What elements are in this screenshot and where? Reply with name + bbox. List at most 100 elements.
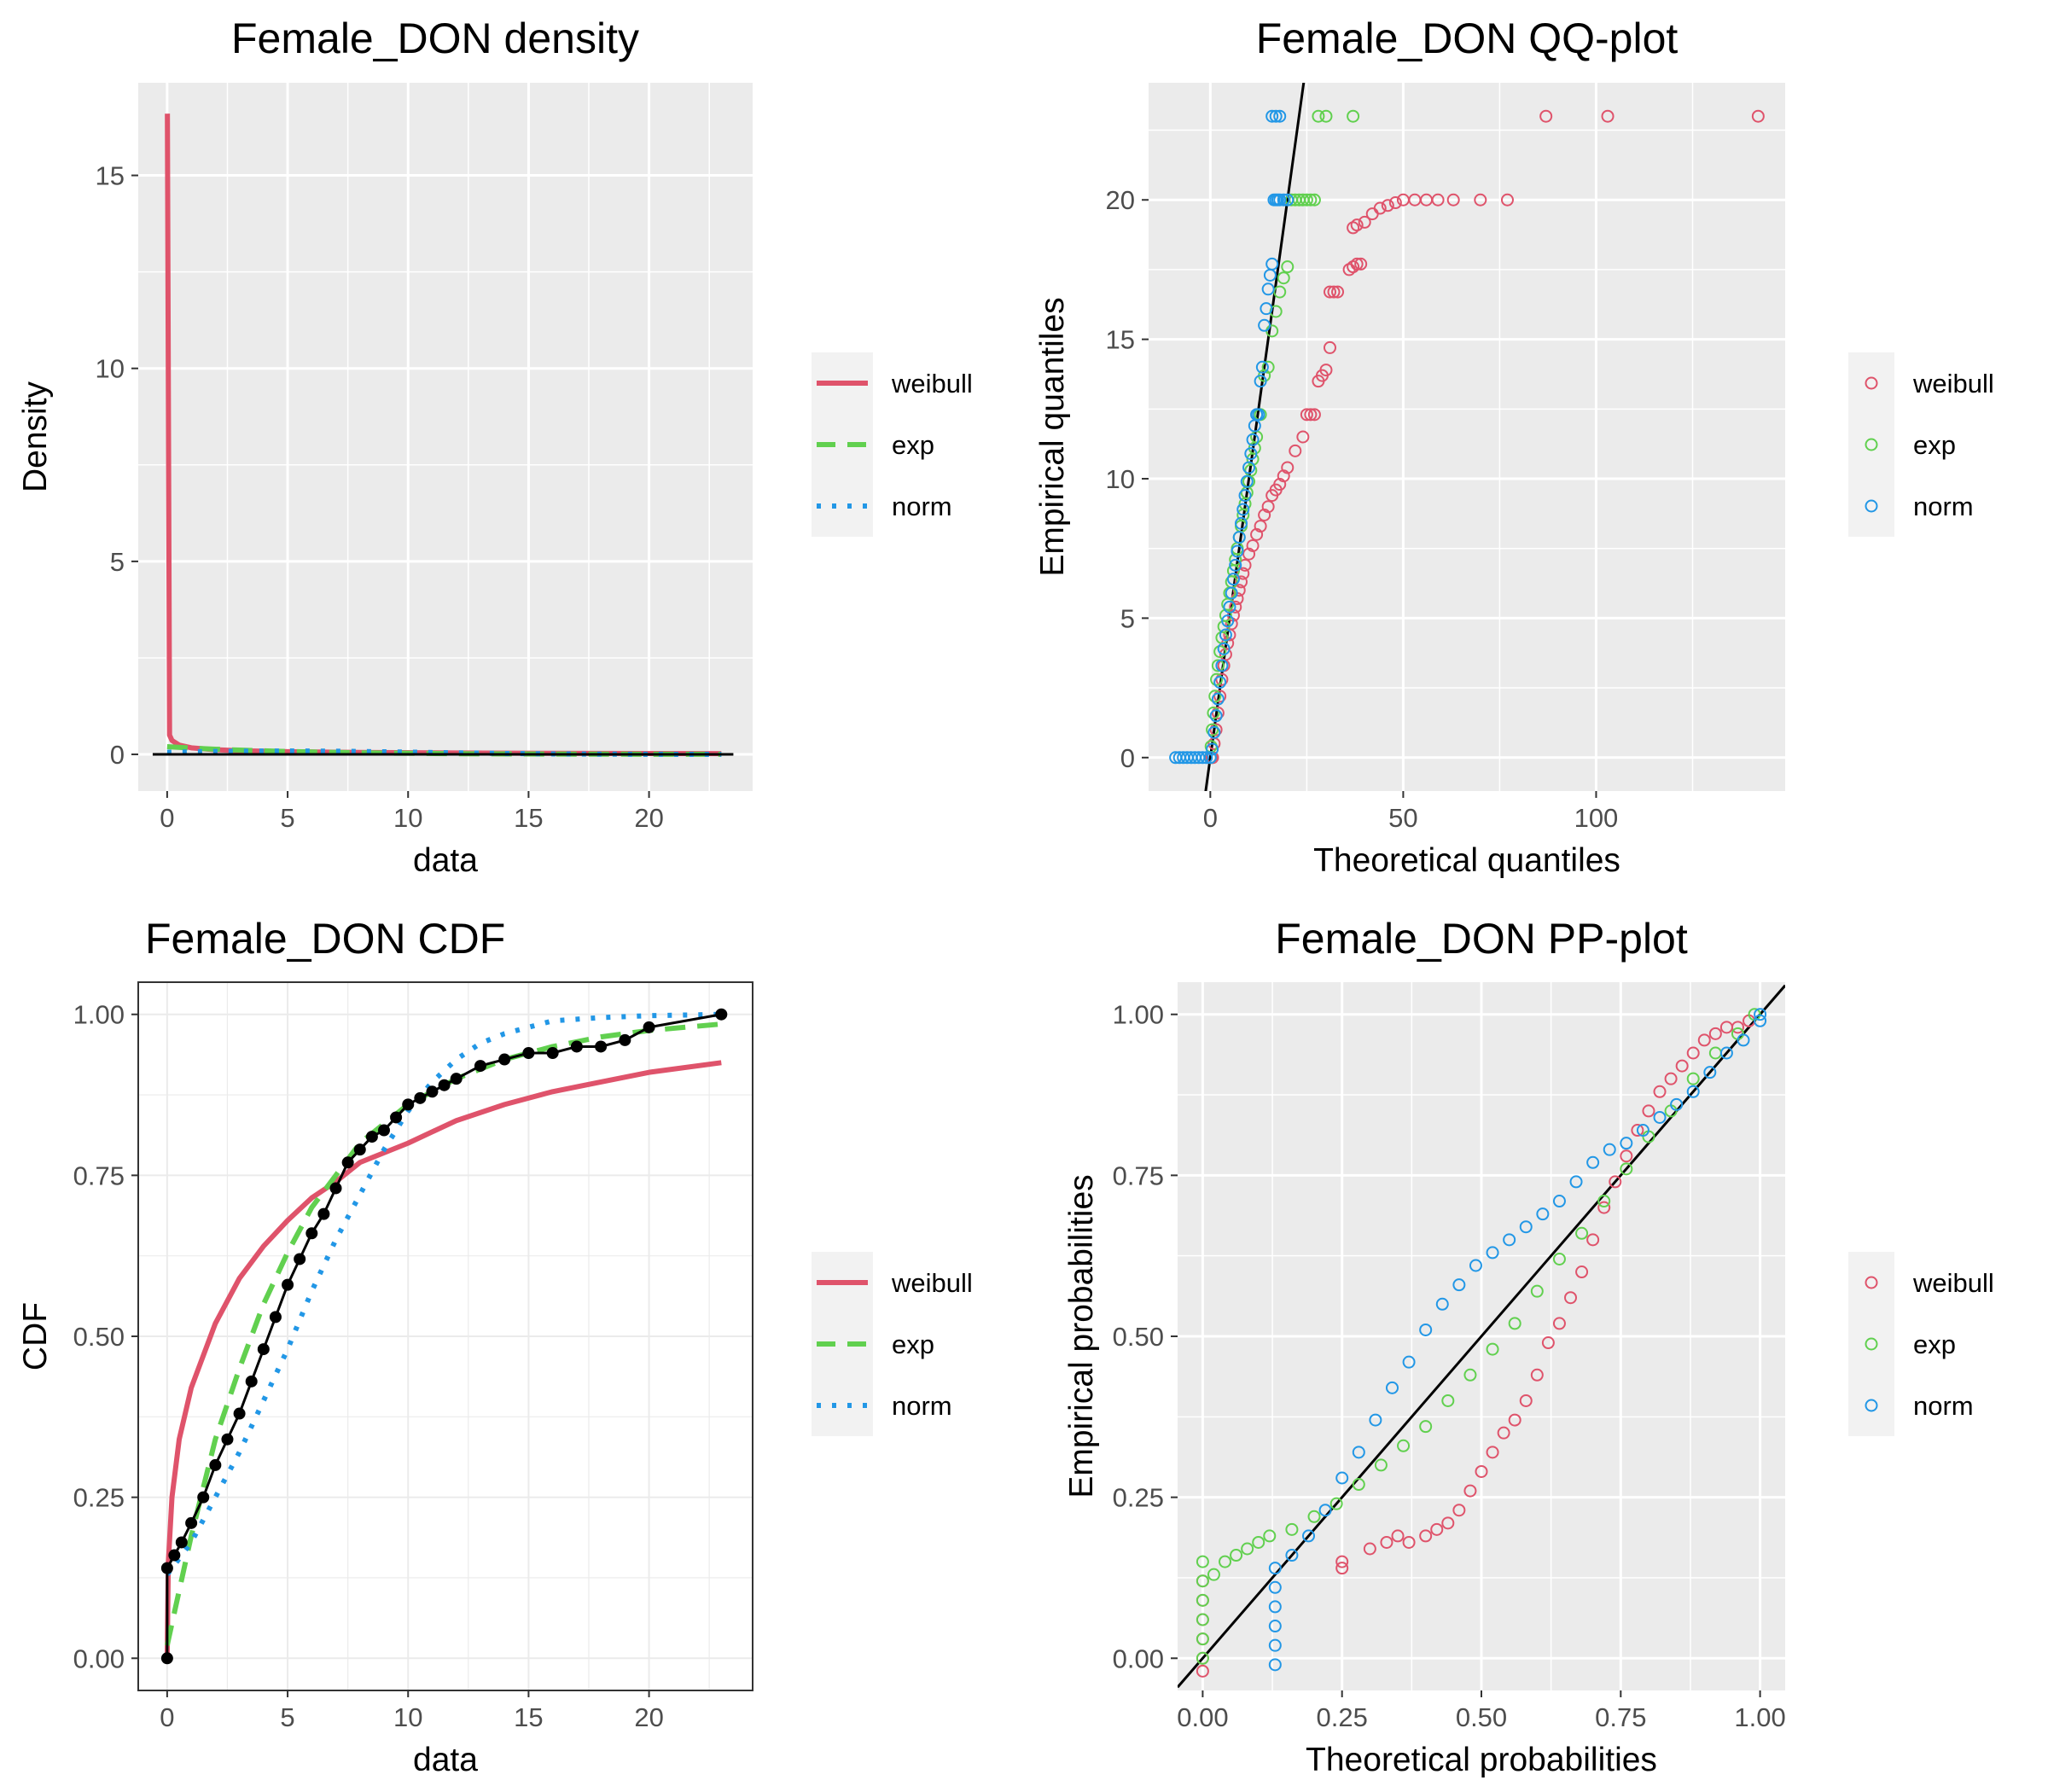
x-tick-label: 20	[634, 1702, 663, 1732]
x-tick-label: 5	[280, 1702, 294, 1732]
point-exp	[1206, 723, 1219, 736]
y-axis-title: Empirical probabilities	[1063, 1174, 1100, 1498]
point-norm	[1207, 725, 1221, 739]
y-tick-label: 15	[96, 161, 125, 191]
point-exp	[1329, 1497, 1343, 1510]
point-weibull	[1597, 1201, 1611, 1214]
point-weibull	[1631, 1124, 1644, 1137]
point-norm	[1281, 193, 1295, 207]
empirical-point	[257, 1343, 270, 1356]
empirical-point	[221, 1433, 234, 1446]
point-norm	[1419, 1323, 1433, 1336]
point-weibull	[1323, 340, 1336, 354]
point-exp	[1300, 193, 1313, 207]
point-weibull	[1307, 408, 1321, 422]
empirical-point	[390, 1111, 403, 1124]
point-weibull	[1452, 1504, 1466, 1517]
point-weibull	[1486, 1446, 1499, 1459]
legend-label-exp: exp	[1913, 1329, 1956, 1359]
legend-label-exp: exp	[1913, 430, 1956, 460]
reference-line	[1178, 984, 1785, 1689]
y-tick-label: 5	[1120, 603, 1135, 633]
point-exp	[1273, 285, 1287, 299]
chart-pp: 0.00 0.25 0.50 0.75 1.00 0.00 0.25 0.50 0.75 1.00…	[1063, 915, 1994, 1778]
point-norm	[1255, 360, 1269, 374]
point-norm	[1653, 1110, 1667, 1124]
legend-key-exp	[1865, 438, 1878, 451]
x-axis-title: data	[413, 1742, 478, 1778]
point-norm	[1238, 489, 1252, 503]
legend-label-weibull: weibull	[891, 369, 973, 399]
point-norm	[1260, 302, 1273, 316]
empirical-point	[546, 1047, 559, 1059]
point-norm	[1244, 447, 1258, 461]
x-tick-label: 0.25	[1317, 1702, 1368, 1732]
y-tick-label: 0.25	[1113, 1483, 1164, 1513]
empirical-point	[498, 1053, 511, 1066]
point-weibull	[1209, 723, 1223, 736]
point-norm	[1240, 474, 1254, 488]
point-norm	[1318, 1504, 1332, 1517]
x-tick-label: 0.50	[1456, 1702, 1507, 1732]
point-weibull	[1323, 285, 1336, 299]
point-norm	[1213, 676, 1227, 689]
point-exp	[1208, 689, 1222, 703]
x-tick-label: 5	[280, 803, 294, 833]
x-tick-label: 15	[514, 803, 543, 833]
empirical-point	[365, 1131, 378, 1143]
legend-label-norm: norm	[1913, 492, 1974, 521]
point-weibull	[1441, 1516, 1455, 1530]
y-tick-label: 0.25	[73, 1483, 125, 1513]
y-tick-label: 5	[110, 547, 125, 577]
point-exp	[1281, 260, 1295, 274]
point-norm	[1536, 1207, 1550, 1221]
y-axis-title: Density	[17, 381, 54, 492]
point-weibull	[1419, 1529, 1433, 1543]
point-norm	[1200, 751, 1213, 765]
point-norm	[1435, 1297, 1449, 1311]
legend-key-weibull	[1865, 1276, 1878, 1289]
point-norm	[1335, 1471, 1349, 1485]
point-norm	[1268, 1658, 1282, 1672]
empirical-point	[233, 1407, 246, 1420]
point-weibull	[1686, 1046, 1700, 1060]
point-norm	[1754, 1014, 1767, 1027]
point-weibull	[1552, 1317, 1566, 1330]
point-norm	[1209, 709, 1223, 723]
y-tick-label: 0.00	[73, 1644, 125, 1673]
point-weibull	[1391, 1529, 1405, 1543]
point-weibull	[1642, 1104, 1655, 1118]
legend-label-weibull: weibull	[1912, 1268, 1994, 1298]
point-norm	[1686, 1085, 1700, 1098]
point-norm	[1503, 1233, 1516, 1247]
point-weibull	[1304, 408, 1318, 422]
point-norm	[1269, 109, 1283, 123]
data-layer	[1169, 83, 1765, 791]
y-tick-label: 0	[110, 740, 125, 770]
legend-key-exp	[1865, 1337, 1878, 1351]
point-weibull	[1388, 196, 1402, 210]
legend: weibull exp norm	[1848, 352, 1994, 537]
point-norm	[1469, 1259, 1482, 1272]
point-norm	[1302, 1529, 1316, 1543]
reference-line	[1204, 83, 1306, 791]
point-exp	[1463, 1368, 1477, 1382]
point-weibull	[1539, 109, 1553, 123]
point-norm	[1452, 1278, 1466, 1292]
point-exp	[1397, 1439, 1411, 1452]
legend-label-weibull: weibull	[891, 1268, 973, 1298]
legend-key-background	[1848, 1252, 1894, 1436]
point-exp	[1319, 109, 1333, 123]
point-exp	[1263, 1529, 1277, 1543]
point-weibull	[1463, 1484, 1477, 1498]
empirical-point	[282, 1278, 294, 1291]
empirical-point	[305, 1227, 318, 1240]
point-weibull	[1664, 1072, 1678, 1085]
chart-title: Female_DON CDF	[145, 915, 505, 963]
point-norm	[1268, 1562, 1282, 1575]
x-tick-label: 0.75	[1595, 1702, 1646, 1732]
point-weibull	[1350, 218, 1364, 232]
point-weibull	[1319, 364, 1333, 377]
panel-background	[1149, 83, 1785, 791]
